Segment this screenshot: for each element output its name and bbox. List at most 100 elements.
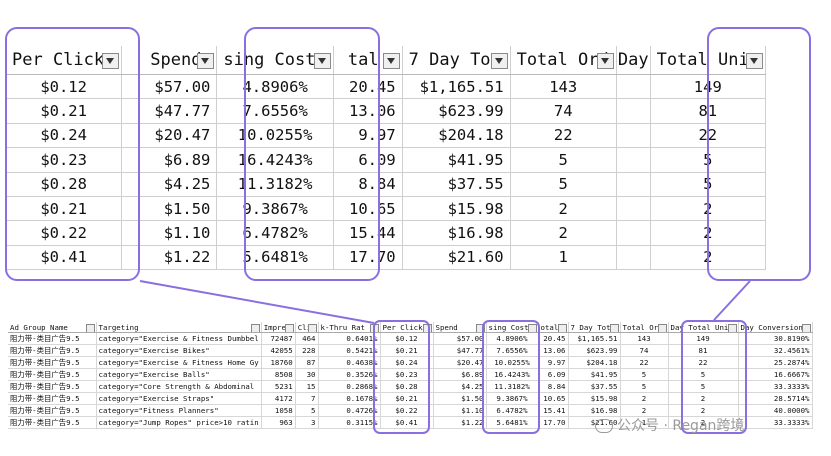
filter-dropdown-icon[interactable] — [197, 53, 215, 69]
full-cell[interactable]: 16.4243% — [486, 368, 539, 382]
zoomed-cell[interactable]: $0.21 — [6, 196, 123, 222]
full-cell[interactable]: 2 — [668, 416, 739, 430]
zoomed-cell[interactable]: 2 — [510, 220, 617, 246]
full-cell[interactable]: 25.2874% — [738, 356, 813, 370]
filter-dropdown-icon[interactable] — [284, 324, 294, 332]
full-cell[interactable]: category="Exercise & Fitness Dumbbel — [96, 332, 262, 346]
full-cell[interactable]: 42055 — [261, 344, 296, 358]
zoomed-cell[interactable]: 10.65 — [333, 196, 403, 222]
zoomed-cell[interactable] — [616, 147, 651, 173]
full-cell[interactable]: 32.4561% — [738, 344, 813, 358]
full-cell[interactable]: $0.23 — [380, 368, 434, 382]
filter-dropdown-icon[interactable] — [490, 53, 508, 69]
full-cell[interactable]: 10.0255% — [486, 356, 539, 370]
filter-dropdown-icon[interactable] — [475, 324, 485, 332]
full-cell[interactable]: 0.6401% — [318, 332, 381, 346]
filter-dropdown-icon[interactable] — [657, 324, 667, 332]
full-cell[interactable]: category="Exercise & Fitness Home Gy — [96, 356, 262, 370]
zoomed-cell[interactable]: 9.3867% — [216, 196, 334, 222]
full-cell[interactable]: 1 — [620, 416, 669, 430]
zoomed-cell[interactable]: 15.44 — [333, 220, 403, 246]
full-cell[interactable]: $20.47 — [433, 356, 487, 370]
full-cell[interactable]: 13.06 — [538, 344, 569, 358]
full-cell[interactable]: 阻力带-类目广告9.5 — [8, 344, 97, 358]
zoomed-cell[interactable]: 17.70 — [333, 245, 403, 271]
full-cell[interactable]: 4.8906% — [486, 332, 539, 346]
full-cell[interactable]: $6.89 — [433, 368, 487, 382]
full-cell[interactable]: 7 — [295, 392, 319, 406]
full-cell[interactable]: $41.95 — [568, 368, 621, 382]
header-day[interactable]: Day — [616, 46, 651, 75]
zoomed-cell[interactable]: $0.23 — [6, 147, 123, 173]
header-advertising-cost[interactable]: sing Cost — [216, 46, 334, 75]
full-cell[interactable]: category="Exercise Balls" — [96, 368, 262, 382]
full-cell[interactable]: 阻力带-类目广告9.5 — [8, 332, 97, 346]
zoomed-cell[interactable]: $6.89 — [121, 147, 218, 173]
header-total[interactable]: tal — [333, 46, 403, 75]
full-cell[interactable]: 0.2868% — [318, 380, 381, 394]
zoomed-cell[interactable]: $623.99 — [402, 98, 511, 124]
full-cell[interactable]: 9.3867% — [486, 392, 539, 406]
zoomed-cell[interactable]: 74 — [510, 98, 617, 124]
full-cell[interactable]: 72487 — [261, 332, 296, 346]
zoomed-cell[interactable]: $0.21 — [6, 98, 123, 124]
zoomed-cell[interactable]: 11.3182% — [216, 172, 334, 197]
zoomed-cell[interactable] — [616, 98, 651, 124]
zoomed-cell[interactable]: $20.47 — [121, 123, 218, 149]
zoomed-cell[interactable]: $41.95 — [402, 147, 511, 173]
full-header-cell[interactable]: sing Cost — [486, 322, 539, 334]
zoomed-cell[interactable] — [616, 220, 651, 246]
full-cell[interactable]: 18760 — [261, 356, 296, 370]
zoomed-cell[interactable]: $15.98 — [402, 196, 511, 222]
full-cell[interactable]: 10.65 — [538, 392, 569, 406]
full-header-cell[interactable]: Total Or — [620, 322, 669, 334]
full-cell[interactable]: $57.00 — [433, 332, 487, 346]
zoomed-cell[interactable]: 5 — [510, 172, 617, 197]
zoomed-cell[interactable]: $1.50 — [121, 196, 218, 222]
zoomed-cell[interactable] — [616, 245, 651, 271]
header-total-orders[interactable]: Total Ord — [510, 46, 617, 75]
zoomed-cell[interactable]: 5 — [510, 147, 617, 173]
full-cell[interactable]: $0.28 — [380, 380, 434, 394]
zoomed-cell[interactable]: 9.97 — [333, 123, 403, 149]
full-cell[interactable]: $0.41 — [380, 416, 434, 430]
filter-dropdown-icon[interactable] — [313, 53, 331, 69]
zoomed-cell[interactable]: $0.24 — [6, 123, 123, 149]
full-cell[interactable]: 7.6556% — [486, 344, 539, 358]
full-cell[interactable]: 149 — [668, 332, 739, 346]
full-header-cell[interactable]: 7 Day Tot — [568, 322, 621, 334]
zoomed-cell[interactable]: 20.45 — [333, 74, 403, 100]
full-cell[interactable]: category="Exercise Bikes" — [96, 344, 262, 358]
full-cell[interactable]: 阻力带-类目广告9.5 — [8, 368, 97, 382]
filter-dropdown-icon[interactable] — [746, 53, 763, 69]
full-cell[interactable]: 15.41 — [538, 404, 569, 418]
full-cell[interactable]: 5 — [668, 380, 739, 394]
zoomed-cell[interactable]: 7.6556% — [216, 98, 334, 124]
zoomed-cell[interactable]: $16.98 — [402, 220, 511, 246]
zoomed-cell[interactable]: 13.06 — [333, 98, 403, 124]
header-7-day-total[interactable]: 7 Day Tot — [402, 46, 511, 75]
full-cell[interactable]: $1.10 — [433, 404, 487, 418]
zoomed-cell[interactable]: 1 — [510, 245, 617, 271]
zoomed-cell[interactable]: 10.0255% — [216, 123, 334, 149]
full-cell[interactable]: 28.5714% — [738, 392, 813, 406]
full-header-cell[interactable]: Targeting — [96, 322, 262, 334]
full-cell[interactable]: category="Exercise Straps" — [96, 392, 262, 406]
full-cell[interactable]: $16.98 — [568, 404, 621, 418]
full-header-cell[interactable]: Clic — [295, 322, 319, 334]
full-cell[interactable]: 15 — [295, 380, 319, 394]
zoomed-cell[interactable] — [616, 74, 651, 100]
full-cell[interactable]: $0.12 — [380, 332, 434, 346]
full-cell[interactable]: 2 — [668, 404, 739, 418]
filter-dropdown-icon[interactable] — [102, 53, 120, 69]
full-header-cell[interactable]: Impre — [261, 322, 296, 334]
full-cell[interactable]: $1,165.51 — [568, 332, 621, 346]
full-cell[interactable]: 5.6481% — [486, 416, 539, 430]
full-cell[interactable]: 5 — [620, 368, 669, 382]
zoomed-cell[interactable]: $47.77 — [121, 98, 218, 124]
full-cell[interactable]: $1.22 — [433, 416, 487, 430]
zoomed-cell[interactable]: $1,165.51 — [402, 74, 511, 100]
full-cell[interactable]: 2 — [620, 392, 669, 406]
filter-dropdown-icon[interactable] — [307, 324, 317, 332]
full-cell[interactable]: 87 — [295, 356, 319, 370]
